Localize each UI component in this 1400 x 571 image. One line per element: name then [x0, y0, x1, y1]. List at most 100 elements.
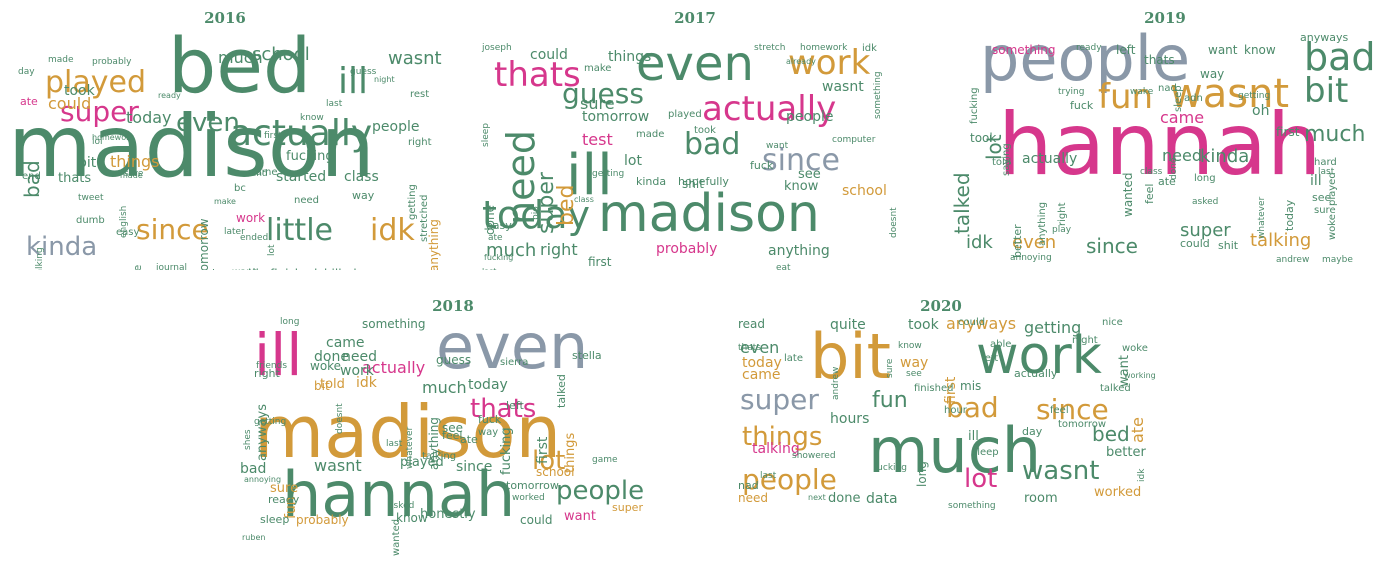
- cloud-word: wasnt: [822, 79, 864, 95]
- cloud-word: woke: [310, 359, 342, 373]
- cloud-word: way: [900, 355, 929, 371]
- cloud-word: wake: [1130, 87, 1154, 97]
- word-cloud: madison bed actually played super ill even litt…: [8, 28, 442, 270]
- cloud-word: even: [740, 338, 780, 357]
- cloud-word: people: [786, 109, 834, 125]
- cloud-word: kinda: [26, 232, 98, 262]
- cloud-word: need: [342, 349, 377, 365]
- cloud-word: ate: [488, 233, 503, 243]
- cloud-word: know: [1244, 43, 1276, 57]
- cloud-word: something: [948, 501, 996, 511]
- cloud-word: could: [530, 47, 568, 63]
- cloud-word: asked: [1192, 197, 1219, 207]
- cloud-word: honestly: [420, 507, 476, 522]
- cloud-word: fucking: [874, 463, 907, 473]
- cloud-word: whatever: [405, 426, 415, 469]
- cloud-word: computer: [832, 135, 876, 145]
- cloud-word: bad: [240, 461, 267, 477]
- wordcloud-panel-2018: 2018 madison hannah even ill thats people lot a…: [236, 296, 670, 558]
- cloud-word: super: [1180, 220, 1231, 241]
- cloud-word: ill: [566, 143, 613, 208]
- cloud-word: annoying: [1010, 253, 1052, 263]
- cloud-word: see: [906, 369, 922, 379]
- cloud-word: actually: [702, 89, 837, 129]
- cloud-word: shit: [682, 177, 704, 191]
- cloud-word: fuck: [1070, 99, 1094, 112]
- cloud-word: ill: [968, 429, 979, 444]
- cloud-word: long: [280, 317, 300, 327]
- cloud-word: could: [958, 317, 986, 328]
- cloud-word: today: [468, 377, 508, 393]
- cloud-word: talking: [1250, 230, 1312, 251]
- cloud-word: want: [232, 268, 257, 271]
- cloud-word: bit: [810, 320, 891, 393]
- cloud-word: feel: [1143, 183, 1156, 204]
- cloud-word: way: [352, 189, 375, 202]
- cloud-word: getting: [254, 417, 287, 427]
- cloud-word: madison: [8, 97, 375, 197]
- cloud-word: played: [668, 109, 702, 120]
- cloud-word: long: [915, 461, 929, 487]
- cloud-word: played: [45, 65, 147, 100]
- cloud-word: last: [760, 471, 777, 481]
- cloud-word: actually: [1014, 367, 1058, 380]
- cloud-word: actually: [230, 113, 373, 154]
- cloud-word: kinda: [636, 175, 667, 188]
- cloud-word: showered: [792, 451, 836, 461]
- cloud-word: feel: [442, 429, 463, 442]
- cloud-word: ready: [1076, 43, 1102, 53]
- cloud-word: even: [436, 316, 589, 383]
- cloud-word: much: [422, 378, 467, 397]
- cloud-word: rest: [410, 89, 430, 100]
- cloud-word: played: [400, 455, 444, 470]
- cloud-word: made: [636, 129, 665, 140]
- cloud-word: play: [1052, 225, 1072, 235]
- cloud-word: wasnt: [1170, 71, 1290, 117]
- cloud-word: ready: [268, 493, 300, 506]
- cloud-word: madison: [598, 184, 820, 244]
- cloud-word: probably: [92, 57, 132, 67]
- cloud-word: see: [442, 421, 464, 435]
- cloud-word: test: [582, 130, 613, 149]
- cloud-word: right: [540, 240, 578, 259]
- cloud-word: work: [236, 211, 266, 225]
- cloud-word: annoying: [244, 475, 282, 484]
- word-cloud: much bit work since super bad things people wasn…: [724, 316, 1158, 558]
- cloud-word: much: [1304, 122, 1366, 147]
- cloud-word: told: [320, 377, 345, 392]
- cloud-word: anyways: [255, 404, 270, 461]
- cloud-word: bad: [684, 127, 741, 162]
- cloud-word: tomorrow: [1058, 419, 1107, 430]
- cloud-word: sure: [124, 169, 144, 179]
- cloud-word: even: [1012, 232, 1057, 253]
- cloud-word: school: [842, 183, 887, 199]
- cloud-word: know: [784, 179, 819, 194]
- cloud-word: know: [898, 341, 922, 351]
- cloud-word: getting: [407, 184, 418, 220]
- cloud-word: end: [22, 171, 41, 182]
- cloud-word: stella: [572, 349, 602, 362]
- cloud-word: idk: [1137, 468, 1147, 482]
- cloud-word: bed: [168, 28, 312, 110]
- cloud-word: people: [742, 463, 837, 496]
- word-cloud: hannah people wasnt fun bad bit came kinda need m…: [948, 28, 1382, 270]
- cloud-word: stretch: [754, 43, 786, 53]
- cloud-word: woke: [1327, 214, 1338, 240]
- cloud-word: maybe: [1322, 255, 1353, 265]
- cloud-word: first: [588, 255, 612, 269]
- cloud-word: bed: [1092, 422, 1130, 446]
- cloud-word: fucking: [286, 149, 334, 164]
- cloud-word: sierra: [500, 357, 529, 368]
- cloud-word: something: [873, 71, 883, 119]
- wordcloud-panel-2016: 2016 madison bed actually played super ill eve…: [8, 8, 442, 270]
- cloud-word: shes: [243, 429, 253, 450]
- cloud-word: andrew: [831, 366, 841, 400]
- cloud-word: super: [612, 501, 643, 514]
- cloud-word: fun: [1098, 77, 1154, 117]
- cloud-word: sleep: [481, 123, 491, 147]
- cloud-word: getting: [1024, 318, 1082, 337]
- word-cloud: madison ill today even work thats actually need…: [478, 28, 912, 270]
- cloud-word: people: [372, 119, 420, 135]
- cloud-word: wanted: [391, 518, 402, 556]
- panel-title: 2016: [204, 9, 246, 27]
